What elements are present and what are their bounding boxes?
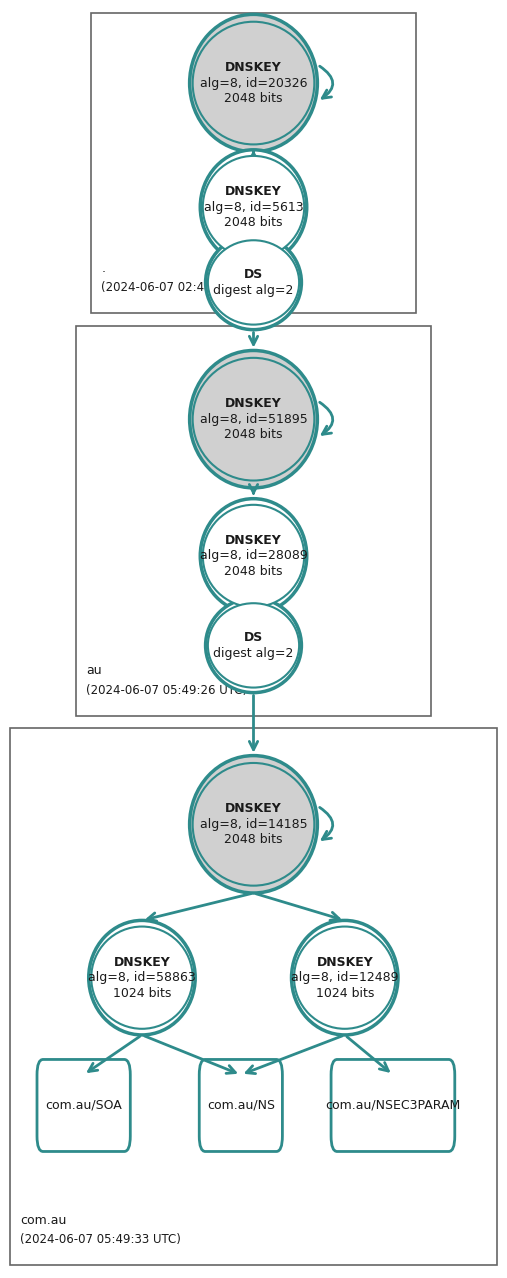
Text: com.au/NS: com.au/NS xyxy=(207,1099,275,1112)
Ellipse shape xyxy=(91,927,193,1029)
Text: .: . xyxy=(101,262,105,275)
Text: DNSKEY: DNSKEY xyxy=(225,61,282,74)
Text: 1024 bits: 1024 bits xyxy=(315,987,374,999)
Text: alg=8, id=12489: alg=8, id=12489 xyxy=(291,971,399,984)
Ellipse shape xyxy=(206,598,301,693)
FancyBboxPatch shape xyxy=(199,1059,282,1151)
Text: au: au xyxy=(86,665,102,677)
Text: alg=8, id=5613: alg=8, id=5613 xyxy=(204,201,303,213)
Text: com.au: com.au xyxy=(20,1214,66,1227)
Ellipse shape xyxy=(203,505,304,607)
Text: digest alg=2: digest alg=2 xyxy=(213,647,294,659)
Text: 2048 bits: 2048 bits xyxy=(224,565,283,578)
Text: com.au/SOA: com.au/SOA xyxy=(45,1099,122,1112)
Text: DNSKEY: DNSKEY xyxy=(316,956,373,969)
Text: DNSKEY: DNSKEY xyxy=(225,803,282,815)
Text: 2048 bits: 2048 bits xyxy=(224,216,283,229)
Ellipse shape xyxy=(193,22,314,144)
Text: alg=8, id=20326: alg=8, id=20326 xyxy=(200,77,307,89)
Ellipse shape xyxy=(203,156,304,258)
Text: alg=8, id=58863: alg=8, id=58863 xyxy=(88,971,196,984)
FancyBboxPatch shape xyxy=(10,728,497,1265)
Ellipse shape xyxy=(190,755,317,893)
Text: (2024-06-07 05:49:26 UTC): (2024-06-07 05:49:26 UTC) xyxy=(86,684,247,697)
Ellipse shape xyxy=(292,920,398,1035)
Ellipse shape xyxy=(190,350,317,488)
Text: (2024-06-07 05:49:33 UTC): (2024-06-07 05:49:33 UTC) xyxy=(20,1233,181,1246)
Text: DS: DS xyxy=(244,631,263,644)
Text: alg=8, id=51895: alg=8, id=51895 xyxy=(200,413,307,426)
Text: 1024 bits: 1024 bits xyxy=(113,987,171,999)
Ellipse shape xyxy=(200,150,307,265)
Ellipse shape xyxy=(193,358,314,481)
Text: digest alg=2: digest alg=2 xyxy=(213,284,294,296)
Ellipse shape xyxy=(208,603,299,688)
Ellipse shape xyxy=(294,927,395,1029)
FancyBboxPatch shape xyxy=(91,13,416,313)
Ellipse shape xyxy=(206,235,301,330)
FancyBboxPatch shape xyxy=(37,1059,130,1151)
Ellipse shape xyxy=(193,763,314,886)
Text: 2048 bits: 2048 bits xyxy=(224,92,283,105)
Text: DNSKEY: DNSKEY xyxy=(225,185,282,198)
Ellipse shape xyxy=(200,498,307,613)
Ellipse shape xyxy=(208,240,299,325)
Text: com.au/NSEC3PARAM: com.au/NSEC3PARAM xyxy=(325,1099,460,1112)
Text: 2048 bits: 2048 bits xyxy=(224,428,283,441)
Text: DNSKEY: DNSKEY xyxy=(114,956,170,969)
Ellipse shape xyxy=(89,920,195,1035)
Text: DNSKEY: DNSKEY xyxy=(225,534,282,547)
Text: alg=8, id=14185: alg=8, id=14185 xyxy=(200,818,307,831)
Text: DS: DS xyxy=(244,268,263,281)
FancyBboxPatch shape xyxy=(76,326,431,716)
Text: alg=8, id=28089: alg=8, id=28089 xyxy=(200,550,307,562)
Text: (2024-06-07 02:44:25 UTC): (2024-06-07 02:44:25 UTC) xyxy=(101,281,263,294)
FancyBboxPatch shape xyxy=(331,1059,455,1151)
Ellipse shape xyxy=(190,14,317,152)
Text: 2048 bits: 2048 bits xyxy=(224,833,283,846)
Text: DNSKEY: DNSKEY xyxy=(225,397,282,410)
